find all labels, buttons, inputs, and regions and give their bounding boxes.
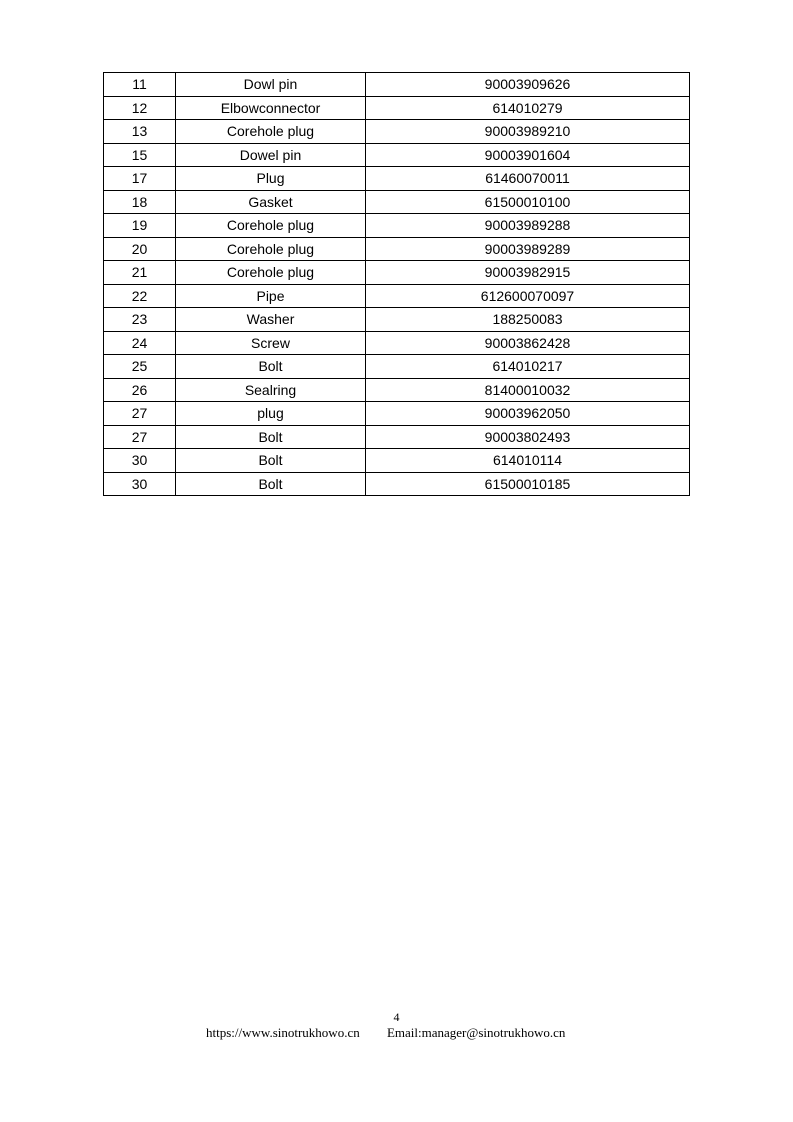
table-row: 11 Dowl pin 90003909626 [103, 72, 690, 97]
table-row: 13 Corehole plug 90003989210 [103, 119, 690, 144]
part-number: 90003989289 [365, 236, 690, 261]
page-number: 4 [393, 1010, 400, 1024]
part-name: Plug [175, 166, 366, 191]
item-number: 23 [103, 307, 176, 332]
part-name: plug [175, 401, 366, 426]
item-number: 27 [103, 401, 176, 426]
part-name: Bolt [175, 354, 366, 379]
table-row: 27 Bolt 90003802493 [103, 424, 690, 449]
table-row: 22 Pipe 612600070097 [103, 283, 690, 308]
part-name: Corehole plug [175, 119, 366, 144]
part-number: 61500010185 [365, 471, 690, 496]
table-row: 30 Bolt 61500010185 [103, 471, 690, 496]
part-name: Gasket [175, 189, 366, 214]
part-number: 614010114 [365, 448, 690, 473]
part-number: 90003909626 [365, 72, 690, 97]
item-number: 26 [103, 377, 176, 402]
part-number: 90003901604 [365, 142, 690, 167]
table-row: 19 Corehole plug 90003989288 [103, 213, 690, 238]
part-name: Elbowconnector [175, 95, 366, 120]
item-number: 30 [103, 448, 176, 473]
part-name: Bolt [175, 448, 366, 473]
email-link[interactable]: Email:manager@sinotrukhowo.cn [386, 1025, 566, 1040]
table-row: 21 Corehole plug 90003982915 [103, 260, 690, 285]
part-number: 90003862428 [365, 330, 690, 355]
part-number: 90003989210 [365, 119, 690, 144]
part-number: 81400010032 [365, 377, 690, 402]
table-row: 25 Bolt 614010217 [103, 354, 690, 379]
part-number: 61500010100 [365, 189, 690, 214]
part-name: Pipe [175, 283, 366, 308]
item-number: 24 [103, 330, 176, 355]
table-row: 30 Bolt 614010114 [103, 448, 690, 473]
item-number: 18 [103, 189, 176, 214]
part-name: Dowl pin [175, 72, 366, 97]
part-number: 90003982915 [365, 260, 690, 285]
part-number: 90003989288 [365, 213, 690, 238]
part-name: Bolt [175, 424, 366, 449]
part-name: Corehole plug [175, 260, 366, 285]
part-number: 612600070097 [365, 283, 690, 308]
table-row: 20 Corehole plug 90003989289 [103, 236, 690, 261]
part-name: Sealring [175, 377, 366, 402]
part-name: Washer [175, 307, 366, 332]
item-number: 12 [103, 95, 176, 120]
part-number: 614010279 [365, 95, 690, 120]
part-number: 90003802493 [365, 424, 690, 449]
part-name: Screw [175, 330, 366, 355]
part-name: Corehole plug [175, 213, 366, 238]
item-number: 27 [103, 424, 176, 449]
item-number: 15 [103, 142, 176, 167]
table-row: 18 Gasket 61500010100 [103, 189, 690, 214]
part-number: 90003962050 [365, 401, 690, 426]
item-number: 20 [103, 236, 176, 261]
parts-table: 11 Dowl pin 90003909626 12 Elbowconnector 614… [103, 72, 690, 496]
part-name: Corehole plug [175, 236, 366, 261]
item-number: 19 [103, 213, 176, 238]
table-row: 27 plug 90003962050 [103, 401, 690, 426]
item-number: 22 [103, 283, 176, 308]
website-link[interactable]: https://www.sinotrukhowo.cn [206, 1025, 360, 1040]
part-name: Dowel pin [175, 142, 366, 167]
table-row: 26 Sealring 81400010032 [103, 377, 690, 402]
footer-links: https://www.sinotrukhowo.cn Email:manage… [206, 1025, 565, 1041]
item-number: 17 [103, 166, 176, 191]
part-number: 61460070011 [365, 166, 690, 191]
table-row: 15 Dowel pin 90003901604 [103, 142, 690, 167]
part-number: 188250083 [365, 307, 690, 332]
part-number: 614010217 [365, 354, 690, 379]
item-number: 21 [103, 260, 176, 285]
item-number: 11 [103, 72, 176, 97]
table-row: 24 Screw 90003862428 [103, 330, 690, 355]
item-number: 13 [103, 119, 176, 144]
item-number: 30 [103, 471, 176, 496]
item-number: 25 [103, 354, 176, 379]
table-row: 23 Washer 188250083 [103, 307, 690, 332]
part-name: Bolt [175, 471, 366, 496]
table-row: 17 Plug 61460070011 [103, 166, 690, 191]
table-row: 12 Elbowconnector 614010279 [103, 95, 690, 120]
